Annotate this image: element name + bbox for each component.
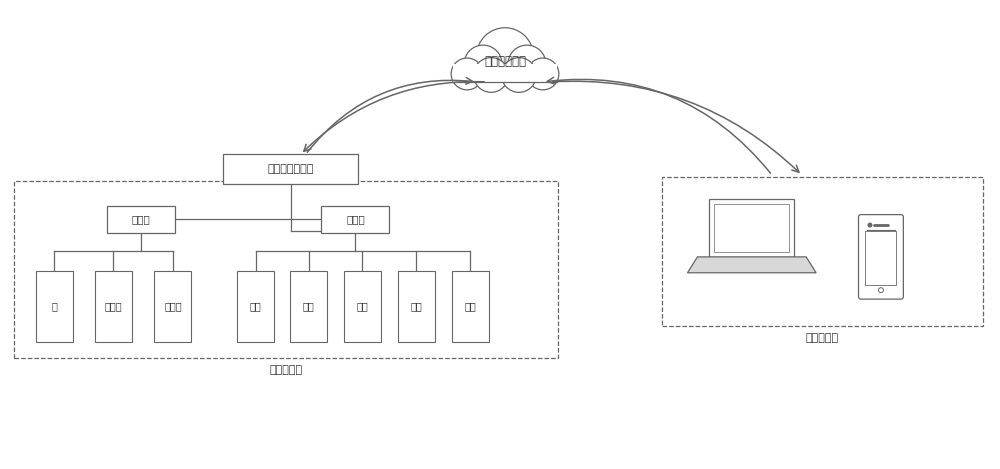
Circle shape (474, 58, 508, 92)
Circle shape (878, 287, 883, 293)
Text: 控制器: 控制器 (132, 214, 150, 224)
Bar (321, 206, 389, 233)
Text: 温度: 温度 (250, 302, 262, 311)
Circle shape (501, 58, 536, 92)
Bar (865, 231, 896, 285)
Bar (36, 271, 73, 342)
Bar (709, 199, 794, 257)
Bar (95, 271, 132, 342)
Bar (398, 271, 435, 342)
Text: 泵: 泵 (51, 302, 57, 311)
Bar (714, 204, 789, 252)
Circle shape (868, 223, 872, 227)
Text: 液位: 液位 (357, 302, 368, 311)
Bar (107, 206, 175, 233)
Circle shape (464, 45, 502, 83)
FancyBboxPatch shape (859, 215, 903, 299)
Text: 气动阀: 气动阀 (164, 302, 182, 311)
Bar (344, 271, 381, 342)
Bar (290, 271, 327, 342)
Text: 电磁阀: 电磁阀 (104, 302, 122, 311)
Text: 物联网智能网关: 物联网智能网关 (267, 165, 314, 174)
Circle shape (508, 45, 546, 83)
Text: 压力: 压力 (303, 302, 314, 311)
Text: 传感器: 传感器 (346, 214, 365, 224)
Circle shape (451, 58, 483, 90)
Text: 浓度: 浓度 (410, 302, 422, 311)
Bar (154, 271, 191, 342)
Circle shape (527, 58, 559, 90)
Text: 流量: 流量 (464, 302, 476, 311)
Bar (452, 271, 489, 342)
Text: 工业过滤器: 工业过滤器 (270, 365, 303, 375)
Bar (14, 182, 558, 358)
Bar (237, 271, 274, 342)
Circle shape (477, 28, 533, 84)
Bar (662, 177, 983, 326)
Polygon shape (687, 257, 816, 273)
Bar (453, 64, 557, 82)
Bar (223, 154, 358, 184)
Text: 物联网云平台: 物联网云平台 (484, 54, 526, 68)
Text: 远程客户端: 远程客户端 (806, 333, 839, 343)
